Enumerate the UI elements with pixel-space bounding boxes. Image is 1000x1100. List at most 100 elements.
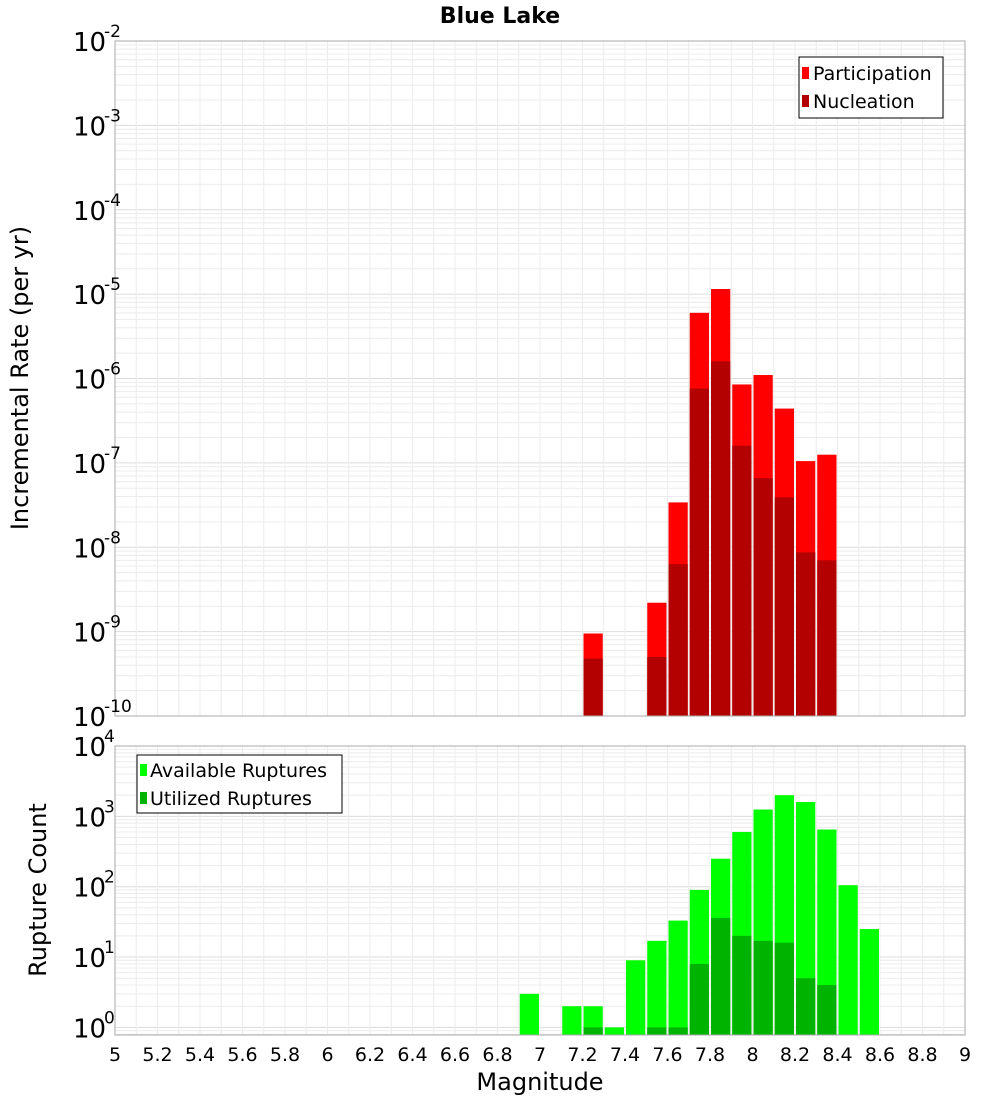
utilized-bar-7 (774, 942, 794, 1035)
y-tick-exponent: 3 (104, 797, 115, 817)
x-tick-label: 6.4 (397, 1044, 427, 1066)
available-bar-12 (796, 801, 816, 1035)
x-tick-label: 5.8 (270, 1044, 300, 1066)
grid-top (114, 41, 966, 717)
chart-title: Blue Lake (440, 4, 560, 29)
x-tick-label: 6.6 (440, 1044, 470, 1066)
y-tick-label: 10 (73, 281, 106, 311)
utilized-bar-5 (732, 935, 752, 1035)
utilized-bar-4 (711, 917, 731, 1035)
nucleation-bar-4 (711, 361, 731, 716)
nucleation-bar-8 (796, 552, 816, 716)
utilized-bar-8 (796, 978, 816, 1035)
y-tick-exponent: -3 (104, 106, 121, 126)
y-tick-label: 10 (73, 28, 106, 58)
y-tick-labels-top: 10-210-310-410-510-610-710-810-910-10 (73, 22, 132, 733)
available-bar-1 (562, 1006, 582, 1035)
nucleation-bar-1 (647, 657, 667, 716)
y-tick-label: 10 (73, 450, 106, 480)
nucleation-bar-6 (753, 478, 773, 716)
x-tick-label: 8 (746, 1044, 758, 1066)
x-tick-label: 7 (534, 1044, 546, 1066)
utilized-bar-3 (689, 963, 709, 1035)
x-tick-labels: 5 5.2 5.4 5.6 5.8 6 6.2 6.4 6.6 6.8 7 7.2 7.4 7.6 7.8 8… (109, 1044, 971, 1066)
y-tick-exponent: 1 (104, 938, 115, 958)
x-tick-label: 7.4 (610, 1044, 640, 1066)
x-tick-label: 9 (959, 1044, 971, 1066)
y-tick-label: 10 (73, 197, 106, 227)
y-tick-exponent: -2 (104, 22, 121, 42)
y-tick-exponent: 4 (104, 727, 115, 747)
available-bar-15 (859, 929, 879, 1035)
x-tick-label: 8.2 (780, 1044, 810, 1066)
y-tick-label: 10 (73, 703, 106, 733)
legend-box-top (798, 56, 944, 119)
legend-bottom: Available Ruptures Utilized Ruptures (136, 754, 343, 814)
x-tick-label: 6 (321, 1044, 333, 1066)
nucleation-bar-3 (689, 388, 709, 716)
legend-top: Participation Nucleation (798, 56, 944, 119)
x-tick-label: 5 (109, 1044, 121, 1066)
available-bar-14 (838, 885, 858, 1035)
bars-bottom (519, 795, 879, 1035)
x-tick-label: 5.4 (185, 1044, 215, 1066)
y-tick-label: 10 (73, 366, 106, 396)
y-axis-label-top: Incremental Rate (per yr) (6, 226, 34, 530)
x-tick-label: 8.8 (907, 1044, 937, 1066)
bars-top (583, 289, 837, 716)
available-bar-6 (668, 920, 688, 1035)
utilized-bar-2 (668, 1027, 688, 1035)
y-tick-exponent: -7 (104, 444, 121, 464)
legend-swatch-nucleation (802, 95, 809, 107)
y-tick-exponent: -5 (104, 275, 121, 295)
y-tick-label: 10 (73, 944, 106, 974)
utilized-bar-0 (583, 1027, 603, 1035)
nucleation-bar-0 (583, 658, 603, 716)
x-tick-label: 6.2 (355, 1044, 385, 1066)
legend-label-available: Available Ruptures (150, 760, 327, 782)
y-tick-exponent: -9 (104, 613, 121, 633)
x-tick-label: 6.8 (482, 1044, 512, 1066)
x-tick-label: 7.2 (567, 1044, 597, 1066)
utilized-bar-9 (817, 985, 837, 1035)
y-tick-exponent: -8 (104, 528, 121, 548)
y-tick-label: 10 (73, 534, 106, 564)
y-tick-label: 10 (73, 112, 106, 142)
legend-box-bottom (136, 754, 343, 814)
legend-label-participation: Participation (813, 63, 932, 85)
y-tick-exponent: -4 (104, 191, 121, 211)
nucleation-bar-5 (732, 445, 752, 716)
x-axis-label: Magnitude (476, 1068, 603, 1096)
y-tick-exponent: 2 (104, 868, 115, 888)
incremental-rate-panel: 10-210-310-410-510-610-710-810-910-10 In… (6, 22, 966, 733)
y-tick-label: 10 (73, 733, 106, 763)
x-tick-label: 7.6 (652, 1044, 682, 1066)
plot-frame-top (114, 40, 966, 717)
available-bar-3 (604, 1027, 624, 1035)
y-axis-label-bottom: Rupture Count (24, 803, 52, 977)
available-bar-4 (626, 960, 646, 1035)
y-tick-label: 10 (73, 803, 106, 833)
legend-label-utilized: Utilized Ruptures (150, 788, 312, 810)
y-tick-label: 10 (73, 619, 106, 649)
legend-swatch-utilized (140, 792, 147, 804)
y-tick-exponent: -10 (104, 697, 132, 717)
legend-swatch-participation (802, 67, 809, 79)
x-tick-label: 5.2 (142, 1044, 172, 1066)
plot-frame-bottom (114, 745, 966, 1036)
nucleation-bar-7 (774, 497, 794, 716)
x-tick-label: 5.6 (227, 1044, 257, 1066)
legend-swatch-available (140, 764, 147, 776)
available-bar-5 (647, 940, 667, 1035)
y-tick-label: 10 (73, 874, 106, 904)
available-bar-0 (519, 993, 539, 1035)
nucleation-bar-2 (668, 564, 688, 716)
y-tick-exponent: 0 (104, 1008, 115, 1028)
legend-label-nucleation: Nucleation (813, 91, 915, 113)
x-tick-label: 8.4 (822, 1044, 852, 1066)
utilized-bar-1 (647, 1027, 667, 1035)
y-tick-exponent: -6 (104, 360, 121, 380)
